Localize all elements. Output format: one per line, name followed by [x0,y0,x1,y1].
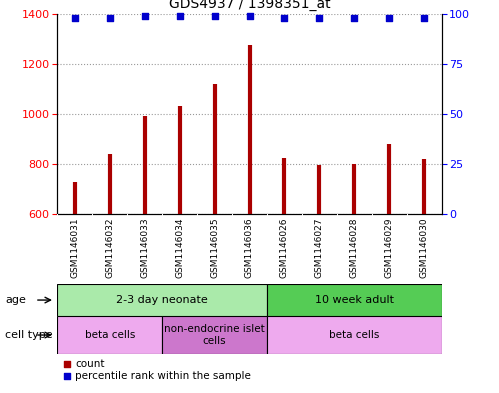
Text: GSM1146029: GSM1146029 [385,218,394,278]
Legend: count, percentile rank within the sample: count, percentile rank within the sample [62,359,251,381]
Point [385,15,393,21]
Text: 2-3 day neonate: 2-3 day neonate [116,295,208,305]
Point [176,13,184,19]
Bar [57,284,267,316]
Point [211,13,219,19]
Text: beta cells: beta cells [85,330,135,340]
Text: cell type: cell type [5,330,52,340]
Text: GSM1146035: GSM1146035 [210,218,219,278]
Text: non-endocrine islet
cells: non-endocrine islet cells [164,324,265,346]
Bar [57,316,162,354]
Text: 10 week adult: 10 week adult [315,295,394,305]
Text: age: age [5,295,26,305]
Point [106,15,114,21]
Point [350,15,358,21]
Text: beta cells: beta cells [329,330,379,340]
Title: GDS4937 / 1398351_at: GDS4937 / 1398351_at [169,0,330,11]
Text: GSM1146031: GSM1146031 [70,218,79,278]
Point [71,15,79,21]
Text: GSM1146032: GSM1146032 [105,218,114,278]
Text: GSM1146033: GSM1146033 [140,218,149,278]
Text: GSM1146036: GSM1146036 [245,218,254,278]
Bar [267,284,442,316]
Point [141,13,149,19]
Point [315,15,323,21]
Point [280,15,288,21]
Text: GSM1146028: GSM1146028 [350,218,359,278]
Text: GSM1146026: GSM1146026 [280,218,289,278]
Bar [267,316,442,354]
Text: GSM1146027: GSM1146027 [315,218,324,278]
Text: GSM1146034: GSM1146034 [175,218,184,278]
Point [246,13,253,19]
Point [420,15,428,21]
Bar [162,316,267,354]
Text: GSM1146030: GSM1146030 [420,218,429,278]
